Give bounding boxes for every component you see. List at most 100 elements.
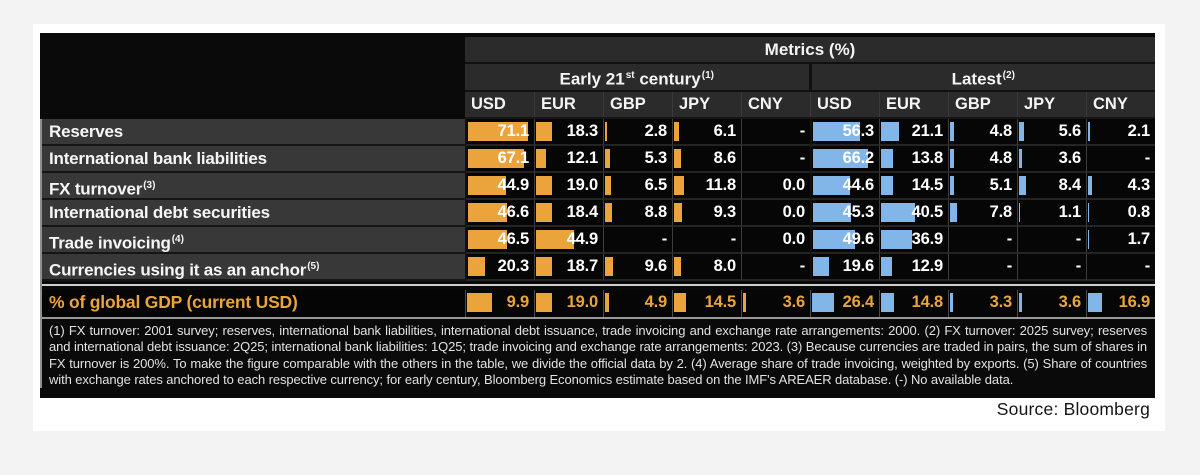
table-row: Currencies using it as an anchor(5) 20.3 1… [40, 254, 1155, 281]
early-bar [743, 293, 747, 312]
latest-bar [881, 257, 892, 276]
row-label: International debt securities [40, 200, 465, 227]
cell-value: - [730, 230, 737, 248]
latest-bar [1088, 122, 1090, 141]
cell-value: 0.0 [782, 203, 806, 221]
summary-data-cell: 3.6 [1017, 290, 1086, 317]
group-latest-footnote-ref: (2) [1002, 70, 1015, 81]
group-latest-text: Latest [951, 69, 1002, 89]
cell-value: 19.6 [842, 257, 875, 275]
summary-data-cell: 16.9 [1086, 290, 1155, 317]
row-label: Reserves [40, 119, 465, 146]
data-cell: 45.3 [810, 200, 879, 227]
data-cell: 4.8 [948, 119, 1017, 146]
summary-separator [40, 281, 1155, 290]
group-early-text2: century [634, 69, 701, 89]
latest-bar [813, 230, 855, 249]
cell-value: 3.6 [1058, 149, 1082, 167]
early-bar [674, 203, 682, 222]
cell-value: 4.8 [989, 149, 1013, 167]
data-cell: 9.3 [672, 200, 741, 227]
cell-value: 20.3 [497, 257, 530, 275]
group-early-text: Early 21 [559, 69, 625, 89]
cell-value: 44.9 [497, 176, 530, 194]
data-cell: - [1017, 254, 1086, 281]
cell-value: 0.0 [782, 230, 806, 248]
latest-bar [813, 149, 869, 168]
column-header-eur-latest: EUR [879, 92, 948, 117]
summary-data-cell: 4.9 [603, 290, 672, 317]
data-cell: 8.4 [1017, 173, 1086, 200]
early-bar [605, 257, 614, 276]
data-cell: - [741, 254, 810, 281]
data-cell: - [948, 254, 1017, 281]
table-lower: Reserves 71.1 18.3 2.8 6.1 - 56.3 21.1 4.8 5.6 2.1… [40, 119, 1155, 389]
data-cell: 0.0 [741, 173, 810, 200]
cell-value: 21.1 [911, 122, 944, 140]
table-row: International bank liabilities 67.1 12.1 5.… [40, 146, 1155, 173]
group-header-early: Early 21st century(1) [465, 64, 809, 90]
data-cell: 49.6 [810, 227, 879, 254]
latest-bar [813, 257, 830, 276]
cell-value: 71.1 [497, 122, 530, 140]
column-header-jpy-latest: JPY [1017, 92, 1086, 117]
column-header-cny-early: CNY [741, 92, 810, 117]
summary-data-cell: 26.4 [810, 290, 879, 317]
cell-value: 2.8 [644, 122, 668, 140]
cell-value: 18.4 [566, 203, 599, 221]
data-cell: 2.1 [1086, 119, 1155, 146]
latest-bar [813, 176, 851, 195]
cell-value: 14.8 [911, 293, 944, 311]
cell-value: 3.6 [1058, 293, 1082, 311]
data-cell: - [1086, 254, 1155, 281]
data-cell: 18.7 [534, 254, 603, 281]
group-early-footnote-ref: (1) [701, 70, 714, 81]
cell-value: 12.1 [566, 149, 599, 167]
row-label: FX turnover(3) [40, 173, 465, 200]
cell-value: 9.9 [506, 293, 530, 311]
cell-value: 4.3 [1127, 176, 1151, 194]
data-cell: 14.5 [879, 173, 948, 200]
latest-bar [1019, 293, 1023, 312]
latest-bar [881, 149, 893, 168]
early-bar [468, 257, 485, 276]
early-bar [468, 149, 525, 168]
table-panel: Metrics (%) Early 21st century(1) Latest… [40, 33, 1155, 398]
summary-data-cell: 3.6 [741, 290, 810, 317]
data-cell: - [1017, 227, 1086, 254]
row-label: International bank liabilities [40, 146, 465, 173]
data-cell: - [741, 119, 810, 146]
data-cell: 0.8 [1086, 200, 1155, 227]
data-cell: 6.5 [603, 173, 672, 200]
early-bar [468, 203, 508, 222]
early-bar [468, 176, 506, 195]
row-label: % of global GDP (current USD) [40, 290, 465, 317]
column-header-cny-latest: CNY [1086, 92, 1155, 117]
table-row: Trade invoicing(4) 46.5 44.9 - - 0.0 49.6 36.9 -… [40, 227, 1155, 254]
latest-bar [812, 293, 835, 312]
row-footnote-ref: (5) [307, 261, 320, 272]
data-cell: 0.0 [741, 200, 810, 227]
cell-value: 14.5 [704, 293, 737, 311]
data-cell: - [741, 146, 810, 173]
cell-value: 6.1 [713, 122, 737, 140]
early-bar [605, 122, 608, 141]
cell-value: 46.5 [497, 230, 530, 248]
column-groups: Early 21st century(1) Latest(2) [465, 64, 1155, 92]
row-label: Currencies using it as an anchor(5) [40, 254, 465, 281]
data-cell: 13.8 [879, 146, 948, 173]
data-cell: 8.8 [603, 200, 672, 227]
cell-value: 12.9 [911, 257, 944, 275]
cell-value: - [1075, 257, 1082, 275]
table-header: Metrics (%) Early 21st century(1) Latest… [465, 37, 1155, 119]
latest-bar [881, 203, 916, 222]
data-cell: - [948, 227, 1017, 254]
data-cell: 19.0 [534, 173, 603, 200]
latest-bar [1019, 203, 1020, 222]
early-bar [467, 293, 493, 312]
cell-value: 56.3 [842, 122, 875, 140]
summary-data-cell: 14.8 [879, 290, 948, 317]
early-bar [605, 293, 610, 312]
latest-bar [881, 122, 899, 141]
currency-header-row: USD EUR GBP JPY CNY USD EUR GBP JPY CNY [465, 92, 1155, 119]
